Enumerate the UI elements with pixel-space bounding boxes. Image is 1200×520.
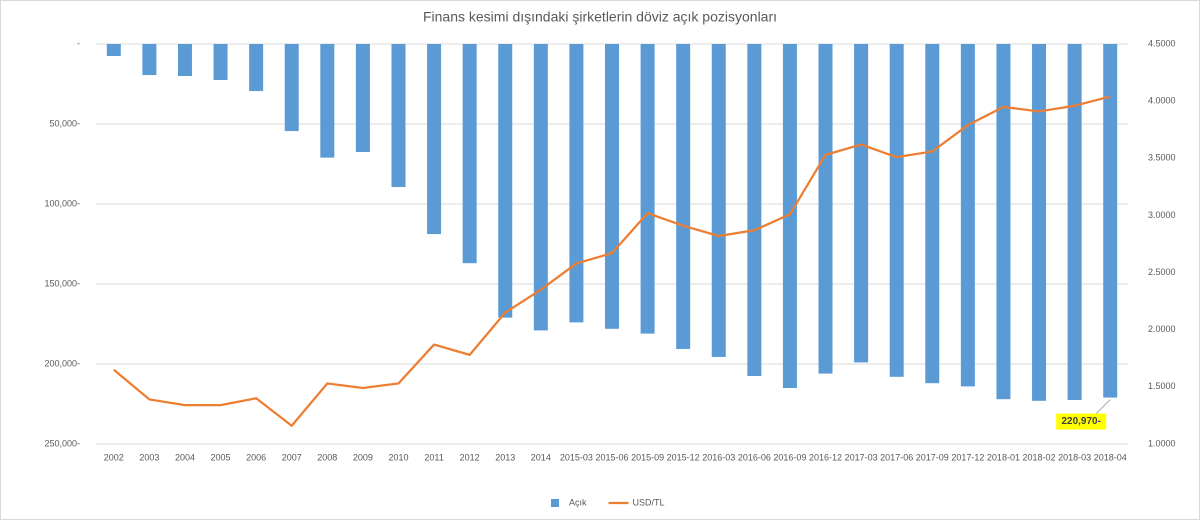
x-tick-label: 2010 <box>388 452 408 462</box>
bar <box>854 44 869 363</box>
x-tick-label: 2006 <box>246 452 266 462</box>
y-tick-label: - <box>77 38 80 48</box>
x-tick-label: 2004 <box>175 452 195 462</box>
y-tick-label: 100,000- <box>44 198 80 208</box>
legend-label: USD/TL <box>633 497 665 507</box>
bar <box>605 44 619 329</box>
bar <box>711 44 726 357</box>
y-tick-label: 250,000- <box>44 438 80 448</box>
line <box>113 95 1111 427</box>
bar <box>355 44 370 152</box>
bar <box>320 44 335 158</box>
bar <box>676 44 691 349</box>
bar <box>427 44 442 235</box>
x-tick-label: 2018-04 <box>1094 452 1127 462</box>
value-label: 220,970- <box>1061 416 1100 427</box>
x-tick-label: 2005 <box>211 452 231 462</box>
value-label-box <box>1056 413 1107 430</box>
x-tick-label: 2008 <box>317 452 337 462</box>
x-tick-label: 2015-06 <box>595 452 628 462</box>
y2-tick-label: 3.0000 <box>1148 210 1176 220</box>
x-tick-label: 2015-12 <box>667 452 700 462</box>
label-leader <box>1095 399 1111 414</box>
y-tick-label: 50,000- <box>49 118 80 128</box>
bar <box>640 44 655 334</box>
x-tick-label: 2011 <box>424 452 443 462</box>
bar <box>142 44 157 76</box>
x-tick-label: 2013 <box>495 452 515 462</box>
x-tick-label: 2018-02 <box>1023 452 1056 462</box>
bar <box>177 44 192 76</box>
x-tick-label: 2017-03 <box>845 452 878 462</box>
x-tick-label: 2017-09 <box>916 452 949 462</box>
bar <box>747 44 762 376</box>
bar <box>782 44 797 388</box>
x-tick-label: 2003 <box>139 452 159 462</box>
bar <box>498 44 513 318</box>
x-tick-label: 2014 <box>531 452 551 462</box>
bar <box>249 44 264 92</box>
bar <box>996 44 1011 400</box>
bar <box>889 44 904 377</box>
x-tick-label: 2007 <box>282 452 302 462</box>
chart-title: Finans kesimi dışındaki şirketlerin dövi… <box>423 9 777 25</box>
bar <box>106 44 121 56</box>
x-tick-label: 2016-06 <box>738 452 771 462</box>
bar <box>1067 44 1082 400</box>
bar <box>1032 44 1047 401</box>
y2-tick-label: 2.5000 <box>1148 267 1176 277</box>
y-tick-label: 200,000- <box>44 358 80 368</box>
x-tick-label: 2012 <box>460 452 480 462</box>
y2-tick-label: 4.5000 <box>1148 38 1176 48</box>
bar <box>1103 44 1118 398</box>
y2-tick-label: 2.0000 <box>1148 324 1176 334</box>
bar <box>818 44 833 374</box>
x-tick-label: 2009 <box>353 452 373 462</box>
bar <box>533 44 548 331</box>
x-tick-label: 2015-03 <box>560 452 593 462</box>
x-tick-label: 2017-12 <box>951 452 984 462</box>
x-tick-label: 2016-12 <box>809 452 842 462</box>
bar <box>462 44 477 264</box>
bar <box>925 44 940 384</box>
legend-swatch <box>551 499 559 507</box>
x-tick-label: 2016-09 <box>773 452 806 462</box>
legend-label: Açık <box>569 497 587 507</box>
x-tick-label: 2018-01 <box>987 452 1020 462</box>
x-tick-label: 2018-03 <box>1058 452 1091 462</box>
y2-tick-label: 4.0000 <box>1148 96 1176 106</box>
y-tick-label: 150,000- <box>44 278 80 288</box>
bar <box>284 44 299 132</box>
x-tick-label: 2015-09 <box>631 452 664 462</box>
y2-tick-label: 1.0000 <box>1148 438 1176 448</box>
bar <box>960 44 975 387</box>
y2-tick-label: 3.5000 <box>1148 153 1176 163</box>
x-tick-label: 2002 <box>104 452 124 462</box>
y2-tick-label: 1.5000 <box>1148 381 1176 391</box>
x-tick-label: 2016-03 <box>702 452 735 462</box>
bar <box>391 44 406 188</box>
bar <box>569 44 584 323</box>
x-tick-label: 2017-06 <box>880 452 913 462</box>
bar <box>213 44 228 80</box>
